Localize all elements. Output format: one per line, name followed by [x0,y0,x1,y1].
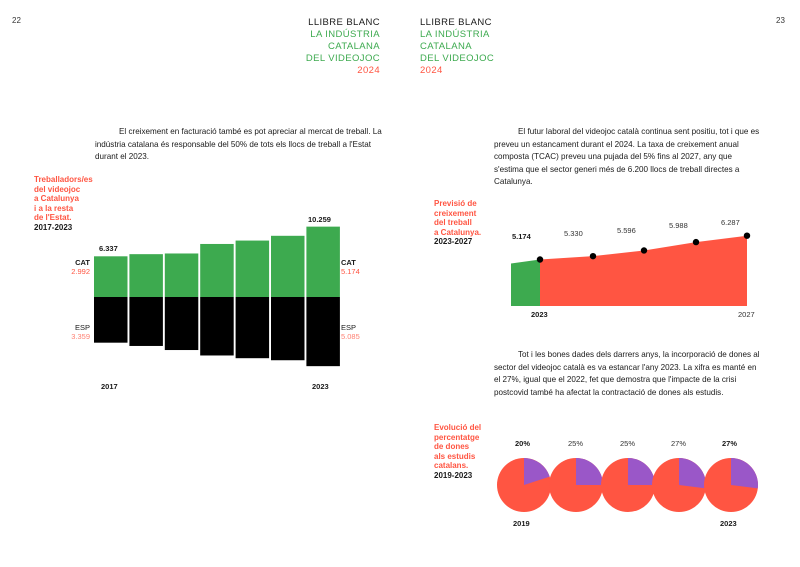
bar-esp-2020 [200,297,234,356]
pie-2022-label: 27% [671,439,687,448]
total-2023-label: 10.259 [308,215,331,224]
bar-esp-2017 [94,297,128,343]
pie-2019-women-slice [524,458,550,485]
cat-first-legend: CAT 2.992 [71,258,90,276]
forecast-point-2027 [743,232,751,239]
forecast-chart-caption: Previsió de creixement del treball a Cat… [434,199,482,247]
forecast-area-2023 [511,259,540,306]
year-2017-label: 2017 [101,382,118,391]
bar-esp-2018 [129,297,163,346]
header-subtitle-2: CATALANA [328,41,380,52]
header-year: 2024 [357,65,380,76]
women-pie-charts [497,458,759,512]
esp-last-legend: ESP 5.085 [341,323,360,341]
left-paragraph: El creixement en facturació també es pot… [95,127,382,162]
esp-first-legend: ESP 3.359 [71,323,90,341]
workers-bar-chart [94,226,340,367]
header-subtitle-1: LA INDÚSTRIA [420,29,490,40]
header-year: 2024 [420,65,443,76]
workers-chart-caption: Treballadors/es del videojoc a Catalunya… [34,175,93,232]
forecast-2025-value: 5.596 [617,226,636,235]
bar-cat-2019 [164,253,199,297]
pie-2019-label: 20% [515,439,531,448]
pie-2020-women-slice [576,458,603,485]
pie-2023-women-slice [731,458,759,489]
pie-year-last: 2023 [720,519,737,528]
pie-2020-label: 25% [568,439,584,448]
year-2023-label: 2023 [312,382,329,391]
page-number-right: 23 [776,16,785,25]
forecast-area-chart [511,232,751,306]
bar-esp-2022 [271,297,305,361]
bar-cat-2018 [129,254,163,297]
header-right: LLIBRE BLANC LA INDÚSTRIA CATALANA DEL V… [420,17,494,77]
right-paragraph-1: El futur laboral del videojoc català con… [494,127,760,187]
forecast-2023-value: 5.174 [512,232,531,241]
bar-cat-2023 [306,226,340,297]
header-subtitle-3: DEL VIDEOJOC [305,53,380,64]
forecast-2026-value: 5.988 [669,221,688,230]
bar-esp-2019 [164,297,199,351]
forecast-point-2026 [692,238,700,246]
forecast-year-last: 2027 [738,310,755,319]
forecast-point-2025 [640,247,648,254]
pie-year-first: 2019 [513,519,530,528]
bar-cat-2021 [235,240,270,297]
total-2017-label: 6.337 [99,244,118,253]
header-title: LLIBRE BLANC [308,17,380,28]
forecast-area [540,235,747,306]
pie-2021-label: 25% [620,439,636,448]
header-subtitle-2: CATALANA [420,41,472,52]
page-number-left: 22 [12,16,21,25]
header-subtitle-3: DEL VIDEOJOC [420,53,495,64]
bar-esp-2021 [235,297,270,359]
bar-cat-2022 [271,235,305,297]
header-title: LLIBRE BLANC [420,17,492,28]
women-chart-caption: Evolució del percentatge de dones als es… [434,423,482,480]
bar-esp-2023 [306,297,340,367]
forecast-2024-value: 5.330 [564,229,583,238]
pie-2021-women-slice [628,458,655,485]
forecast-2027-value: 6.287 [721,218,740,227]
forecast-point-2023 [536,256,544,263]
pie-2023-label: 27% [722,439,738,448]
header-subtitle-1: LA INDÚSTRIA [310,29,380,40]
header-left: LLIBRE BLANC LA INDÚSTRIA CATALANA DEL V… [306,17,380,77]
pie-2022-women-slice [679,458,707,489]
cat-last-legend: CAT 5.174 [341,258,360,276]
right-paragraph-2: Tot i les bones dades dels darrers anys,… [494,350,760,397]
forecast-point-2024 [589,252,597,260]
forecast-year-first: 2023 [531,310,548,319]
bar-cat-2017 [94,256,128,297]
bar-cat-2020 [200,243,234,297]
